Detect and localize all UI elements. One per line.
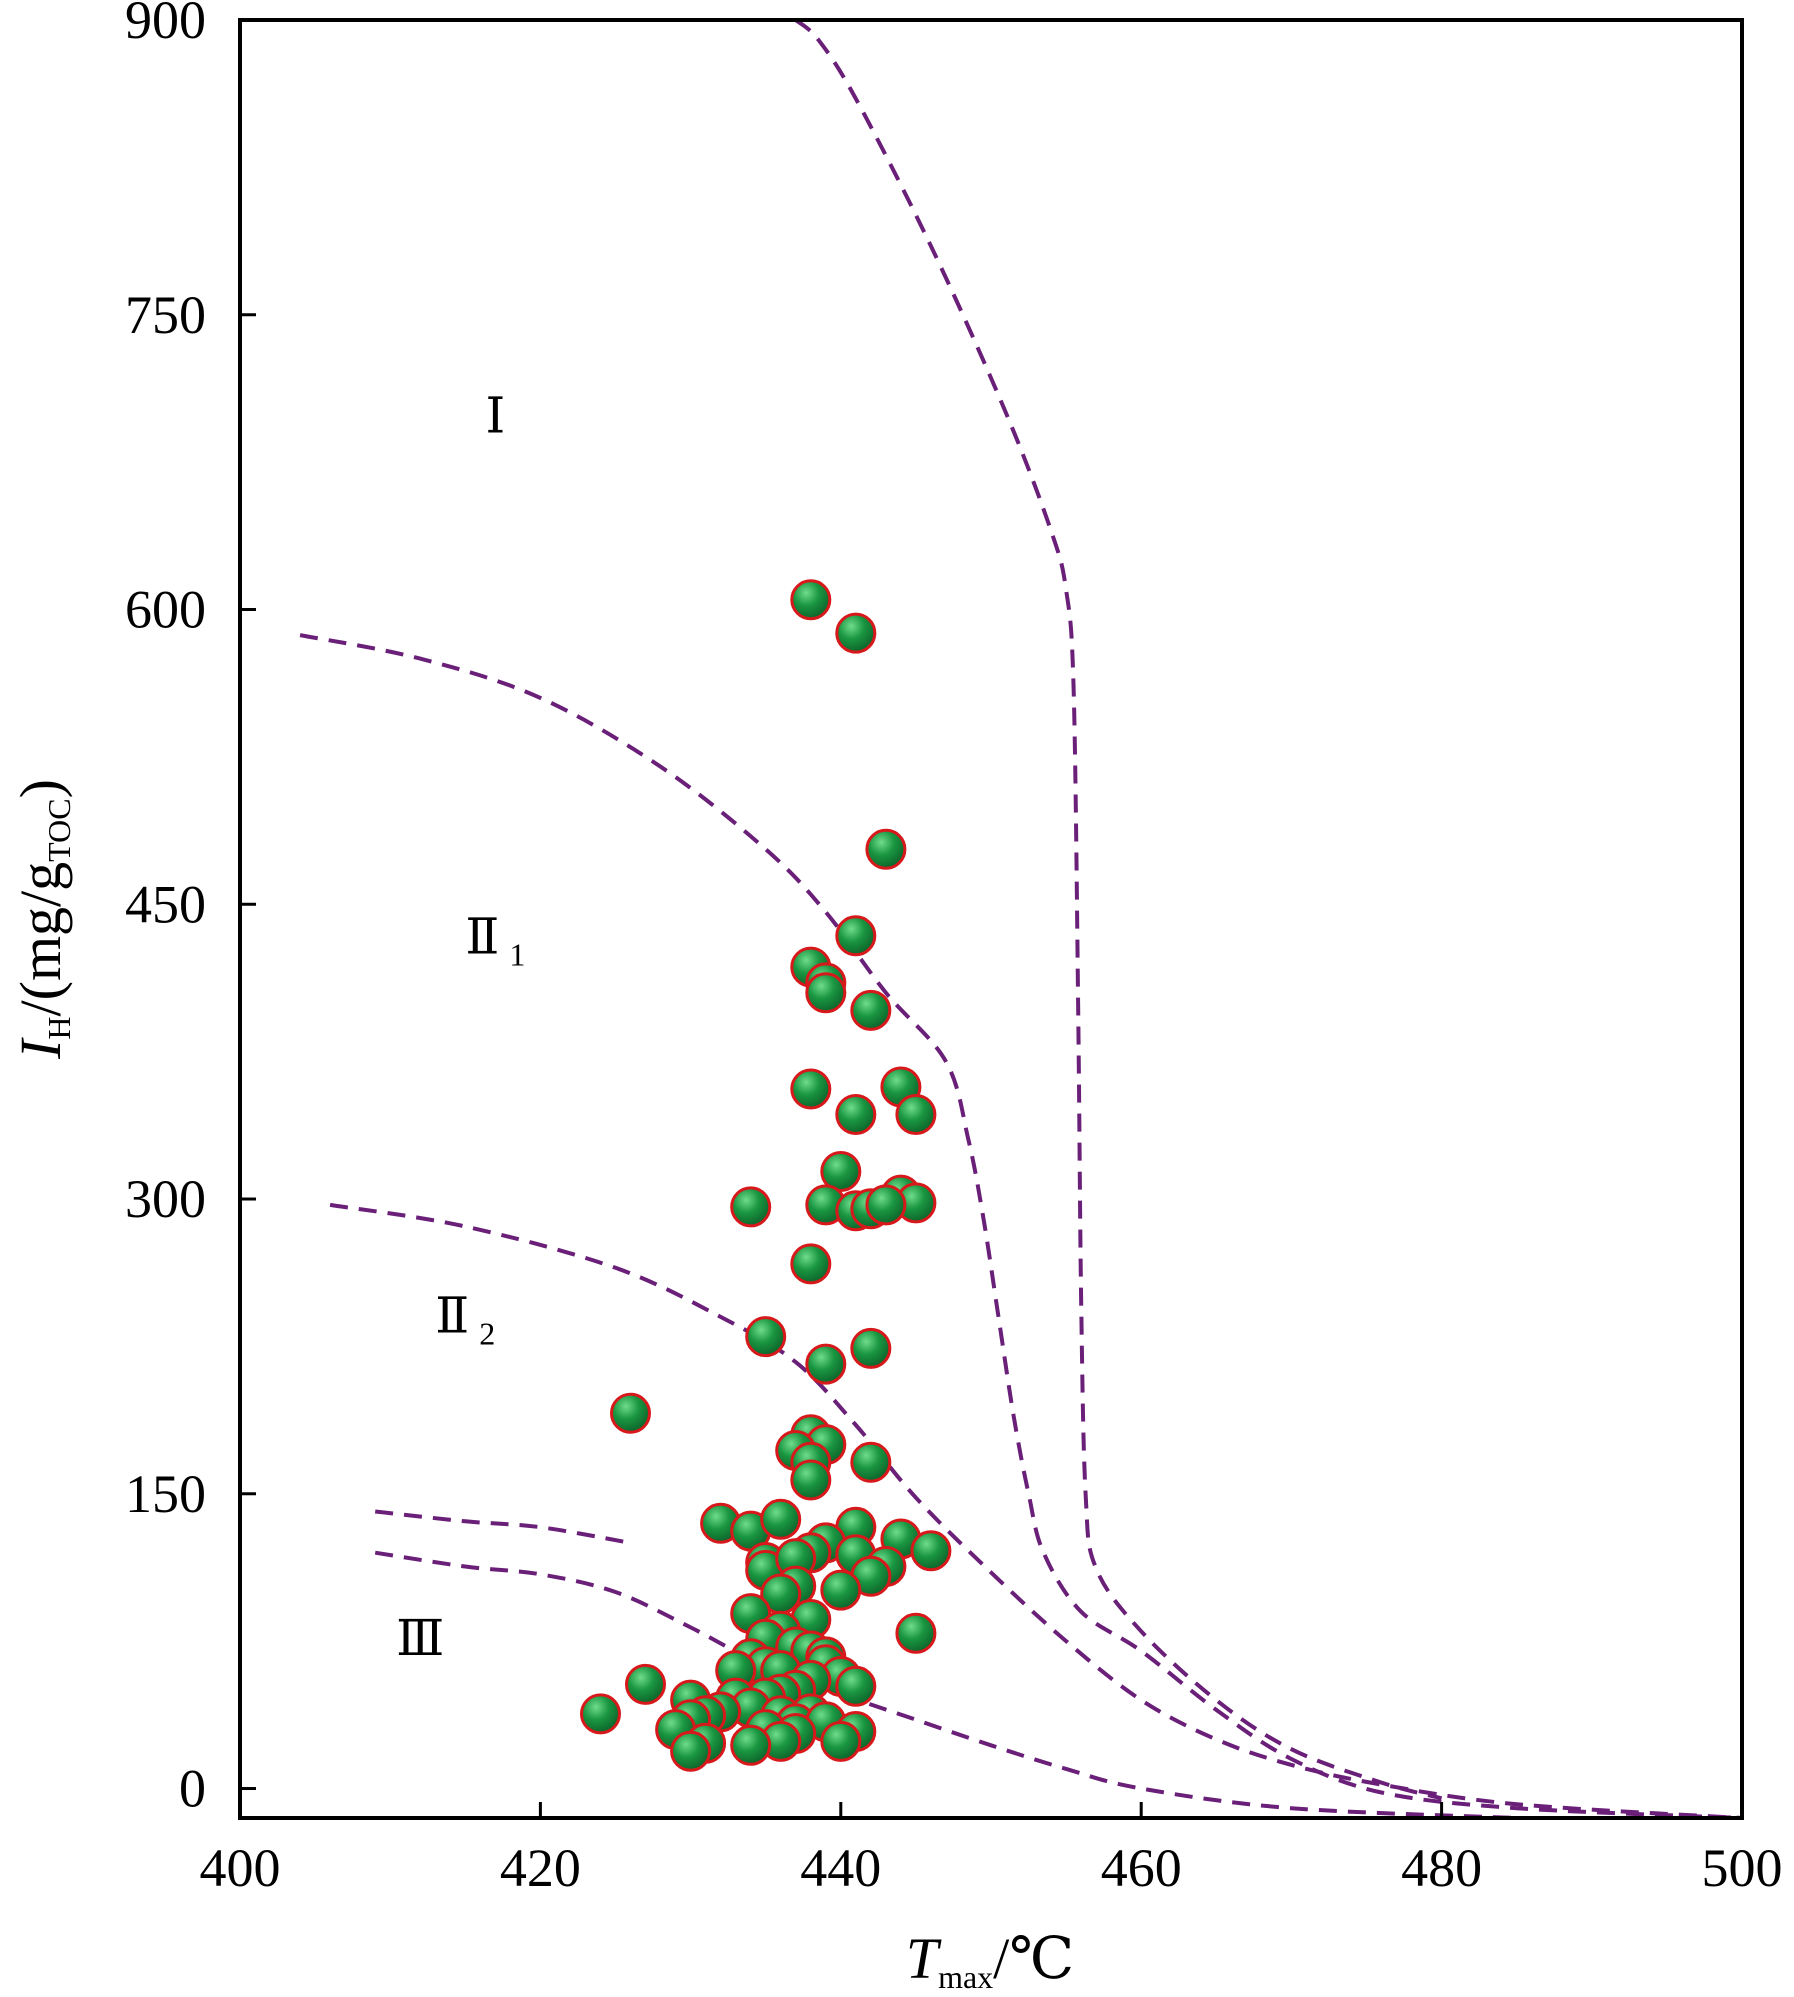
- data-point: [820, 1151, 862, 1192]
- data-point: [850, 1327, 892, 1369]
- data-point: [835, 1665, 877, 1707]
- x-tick-label: 460: [1101, 1838, 1182, 1898]
- x-axis-title: Tmax/℃: [906, 1926, 1074, 1995]
- boundary-2: [299, 633, 1743, 1820]
- y-tick-label: 150: [125, 1464, 206, 1524]
- data-point: [895, 1612, 937, 1654]
- y-axis-unit-prefix: /(mg/g: [8, 862, 73, 1017]
- data-point: [865, 828, 907, 870]
- data-point: [805, 1343, 847, 1385]
- data-point: [790, 1068, 832, 1110]
- data-point: [805, 972, 847, 1014]
- y-axis-unit-sub: TOC: [41, 798, 77, 861]
- boundary-curves: [299, 18, 1743, 1820]
- y-tick-label: 750: [125, 285, 206, 345]
- data-point: [790, 1459, 832, 1501]
- x-axis-var: T: [906, 1926, 942, 1991]
- y-axis-ticks: 0 150 300 450 600 750 900: [125, 0, 256, 1819]
- data-point: [835, 612, 877, 654]
- y-axis-var-sub: H: [41, 1016, 77, 1039]
- data-point: [820, 1720, 862, 1762]
- x-tick-label: 420: [500, 1838, 581, 1898]
- y-tick-label: 300: [125, 1169, 206, 1229]
- data-point: [835, 1094, 877, 1135]
- data-point: [865, 1184, 907, 1226]
- data-point: [760, 1498, 802, 1540]
- data-point: [895, 1094, 937, 1135]
- data-point: [850, 989, 892, 1031]
- y-tick-label: 450: [125, 874, 206, 934]
- y-axis-unit-suffix: ): [8, 779, 73, 798]
- boundary-3: [329, 1202, 1743, 1820]
- x-tick-label: 400: [200, 1838, 281, 1898]
- data-point: [730, 1724, 772, 1766]
- data-point: [625, 1663, 666, 1705]
- data-point: [610, 1392, 651, 1434]
- y-axis-var: I: [8, 1037, 73, 1060]
- x-tick-label: 500: [1702, 1838, 1783, 1898]
- boundary-1: [794, 18, 1443, 1801]
- y-tick-label: 600: [125, 580, 206, 640]
- plot-frame: [238, 18, 1744, 1820]
- data-point: [670, 1730, 712, 1772]
- y-axis-title: IH/(mg/gTOC): [8, 779, 77, 1060]
- data-points: [580, 579, 952, 1772]
- boundary-5: [374, 1550, 1517, 1820]
- region-label: Ⅰ: [485, 388, 505, 444]
- x-tick-label: 440: [800, 1838, 881, 1898]
- data-point: [790, 1243, 832, 1285]
- data-point: [580, 1693, 621, 1735]
- y-tick-label: 0: [179, 1759, 206, 1819]
- data-point: [790, 579, 832, 621]
- x-tick-label: 480: [1401, 1838, 1482, 1898]
- x-axis-unit: /℃: [993, 1926, 1074, 1991]
- data-point: [850, 1441, 892, 1483]
- data-point: [910, 1530, 952, 1572]
- x-axis-var-sub: max: [938, 1959, 993, 1995]
- region-label: Ⅲ: [396, 1610, 444, 1666]
- data-point: [835, 915, 877, 957]
- data-point: [745, 1316, 787, 1358]
- data-point: [730, 1186, 772, 1228]
- y-tick-label: 900: [125, 0, 206, 50]
- x-axis-ticks: 400 420 440 460 480 500: [200, 1802, 1783, 1898]
- boundary-4: [374, 1509, 631, 1545]
- data-point: [820, 1569, 862, 1611]
- region-labels: Ⅰ Ⅱ 1 Ⅱ 2 Ⅲ: [396, 388, 525, 1666]
